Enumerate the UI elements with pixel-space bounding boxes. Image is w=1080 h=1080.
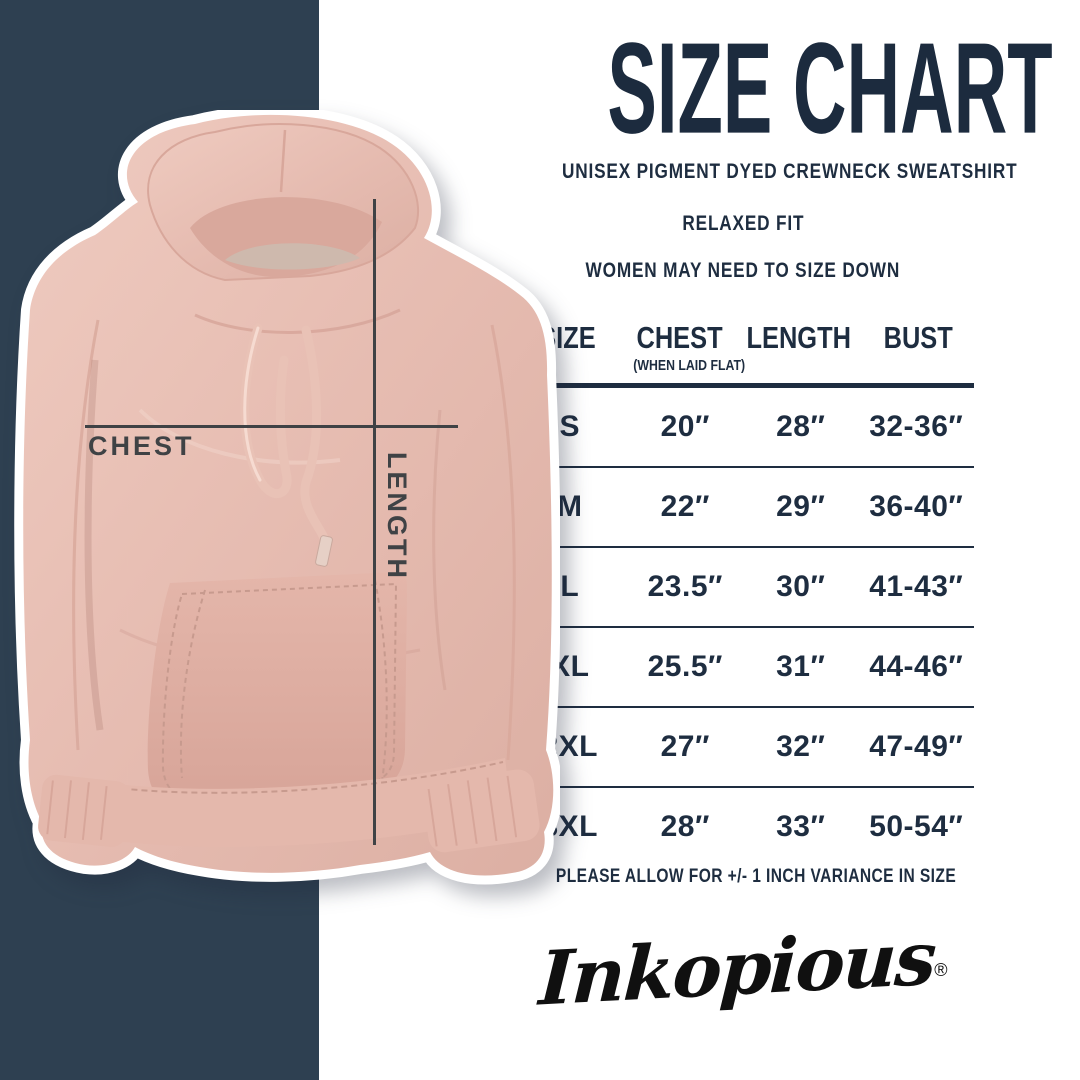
size-table-header: SIZE CHEST LENGTH BUST: [512, 320, 974, 356]
cell-length: 31″: [776, 650, 826, 683]
table-row: 2XL 27″ 32″ 47-49″: [512, 708, 974, 788]
chest-measure-label: CHEST: [88, 431, 195, 461]
neckline-seam: [194, 308, 401, 334]
cell-bust: 36-40″: [869, 490, 964, 523]
table-row: XL 25.5″ 31″ 44-46″: [512, 628, 974, 708]
column-header-length: LENGTH: [746, 320, 851, 355]
hoodie-illustration: [14, 105, 563, 885]
right-sleeve-seam: [490, 324, 516, 761]
table-row: S 20″ 28″ 32-36″: [512, 388, 974, 468]
cell-chest: 20″: [660, 410, 710, 443]
table-row: M 22″ 29″ 36-40″: [512, 468, 974, 548]
hood-fleece-patch: [225, 243, 360, 270]
cell-chest: 25.5″: [647, 650, 723, 683]
hem-band: [66, 758, 512, 847]
right-cuff: [422, 769, 540, 853]
cell-length: 32″: [776, 730, 826, 763]
page-title-wrap: SIZE CHART: [512, 24, 1052, 153]
length-measure-line: [373, 199, 376, 845]
pocket-hand-opening-left: [179, 589, 206, 779]
cell-bust: 44-46″: [869, 650, 964, 683]
chest-subnote: (WHEN LAID FLAT): [632, 357, 745, 374]
left-sleeve-shadow: [84, 359, 104, 731]
column-header-chest: CHEST: [636, 320, 723, 355]
subtitle-sizing-advice: WOMEN MAY NEED TO SIZE DOWN: [585, 259, 901, 282]
chest-measure-line: [85, 425, 458, 428]
subtitle-fit: RELAXED FIT: [682, 212, 804, 235]
left-cuff: [38, 774, 130, 847]
kangaroo-pocket: [147, 572, 407, 811]
pocket-stitching: [161, 582, 398, 802]
cell-bust: 50-54″: [869, 810, 964, 843]
cell-length: 33″: [776, 810, 826, 843]
cell-chest: 23.5″: [647, 570, 723, 603]
subtitle-product: UNISEX PIGMENT DYED CREWNECK SWEATSHIRT: [561, 160, 1018, 183]
variance-note: PLEASE ALLOW FOR +/- 1 INCH VARIANCE IN …: [555, 866, 957, 887]
drawstring-aglet: [315, 535, 333, 567]
left-sleeve-seam: [72, 319, 100, 751]
cell-length: 30″: [776, 570, 826, 603]
cell-size: M: [557, 490, 583, 523]
size-table: SIZE CHEST LENGTH BUST (WHEN LAID FLAT) …: [512, 320, 974, 866]
brand-logo: Inkopious®: [512, 915, 974, 1022]
cell-bust: 32-36″: [869, 410, 964, 443]
cell-bust: 41-43″: [869, 570, 964, 603]
table-header-rule: [512, 383, 974, 388]
table-row: L 23.5″ 30″ 41-43″: [512, 548, 974, 628]
brand-name: Inkopious: [536, 915, 937, 1023]
cell-length: 28″: [776, 410, 826, 443]
column-header-bust: BUST: [883, 320, 953, 355]
cell-length: 29″: [776, 490, 826, 523]
drawstring-left-highlight: [243, 326, 262, 482]
length-measure-label: LENGTH: [382, 452, 412, 581]
cell-size: L: [560, 570, 580, 603]
drawstring-right: [300, 325, 329, 543]
cell-chest: 27″: [660, 730, 710, 763]
hood-center-seam: [279, 129, 287, 193]
cell-chest: 28″: [660, 810, 710, 843]
cell-bust: 47-49″: [869, 730, 964, 763]
hoodie-photo: [0, 105, 563, 925]
registered-trademark: ®: [934, 960, 948, 980]
size-chart-panel: SIZE CHART UNISEX PIGMENT DYED CREWNECK …: [512, 0, 1053, 1080]
wrinkle-right: [432, 409, 447, 691]
cell-chest: 22″: [660, 490, 710, 523]
page-title: SIZE CHART: [607, 16, 1053, 161]
table-row: 3XL 28″ 33″ 50-54″: [512, 788, 974, 866]
cell-size: S: [559, 410, 580, 443]
chest-subnote-row: (WHEN LAID FLAT): [512, 357, 974, 379]
